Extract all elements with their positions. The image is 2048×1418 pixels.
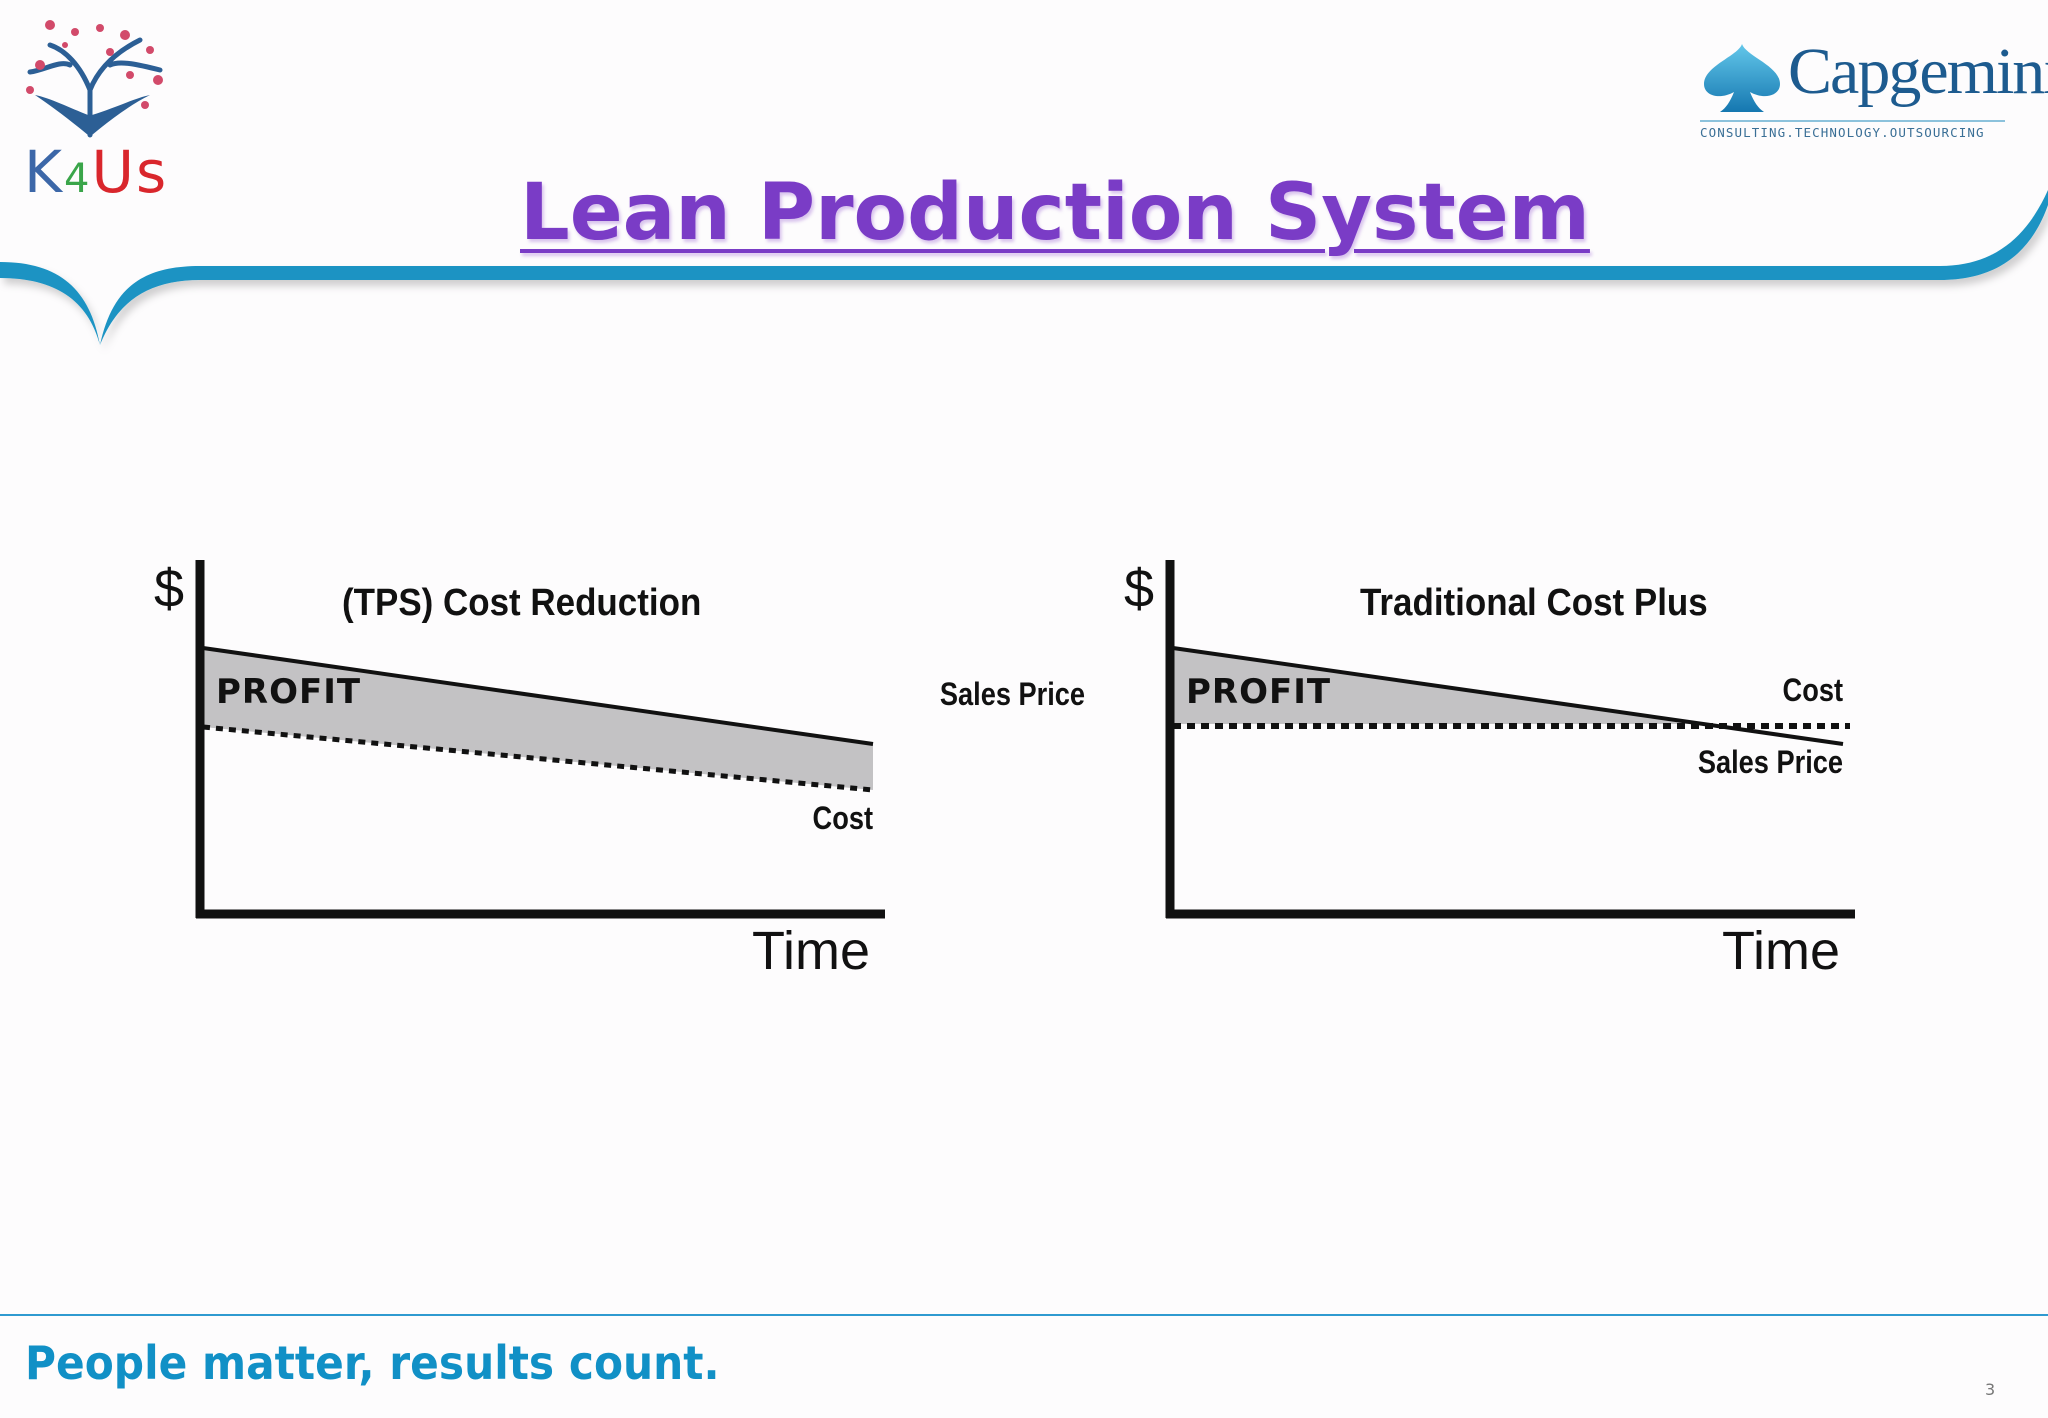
y-axis-label: $ bbox=[154, 559, 185, 619]
k4us-logo: K4Us bbox=[10, 10, 200, 206]
footer-tagline: People matter, results count. bbox=[25, 1336, 720, 1390]
tree-hands-icon bbox=[26, 20, 163, 138]
sales-price-label: Sales Price bbox=[1697, 744, 1843, 780]
chart-title: (TPS) Cost Reduction bbox=[342, 582, 702, 624]
x-axis-label: Time bbox=[752, 921, 870, 981]
chart-traditional-cost-plus: $ Traditional Cost Plus PROFIT Cost Sale… bbox=[1110, 540, 1870, 1000]
capgemini-wordmark: Capgemini bbox=[1788, 35, 2048, 108]
chart-tps-plot bbox=[195, 560, 885, 919]
logo-digit-4: 4 bbox=[64, 156, 92, 202]
logo-letters-us: Us bbox=[91, 138, 169, 206]
k4us-wordmark: K4Us bbox=[24, 138, 168, 206]
x-axis-label: Time bbox=[1722, 921, 1840, 981]
page-number: 3 bbox=[1985, 1380, 1996, 1399]
capgemini-logo: Capgemini CONSULTING.TECHNOLOGY.OUTSOURC… bbox=[1700, 35, 2048, 145]
capgemini-tagline: CONSULTING.TECHNOLOGY.OUTSOURCING bbox=[1700, 120, 2005, 140]
profit-label: PROFIT bbox=[216, 672, 362, 712]
logo-letter-k: K bbox=[24, 138, 65, 206]
footer-divider bbox=[0, 1314, 2048, 1316]
y-axis-label: $ bbox=[1124, 559, 1155, 619]
profit-label: PROFIT bbox=[1186, 672, 1332, 712]
sales-price-text: Sales Price bbox=[939, 676, 1086, 712]
cost-label: Cost bbox=[1782, 672, 1843, 708]
chart-tps-cost-reduction: $ (TPS) Cost Reduction PROFIT Sales Pric… bbox=[140, 540, 1085, 1000]
slide-title: Lean Production System bbox=[520, 168, 1590, 258]
spade-icon bbox=[1704, 44, 1780, 112]
chart-traditional-plot bbox=[1165, 560, 1855, 919]
chart-title: Traditional Cost Plus bbox=[1360, 582, 1708, 624]
cost-label: Cost bbox=[812, 800, 873, 836]
